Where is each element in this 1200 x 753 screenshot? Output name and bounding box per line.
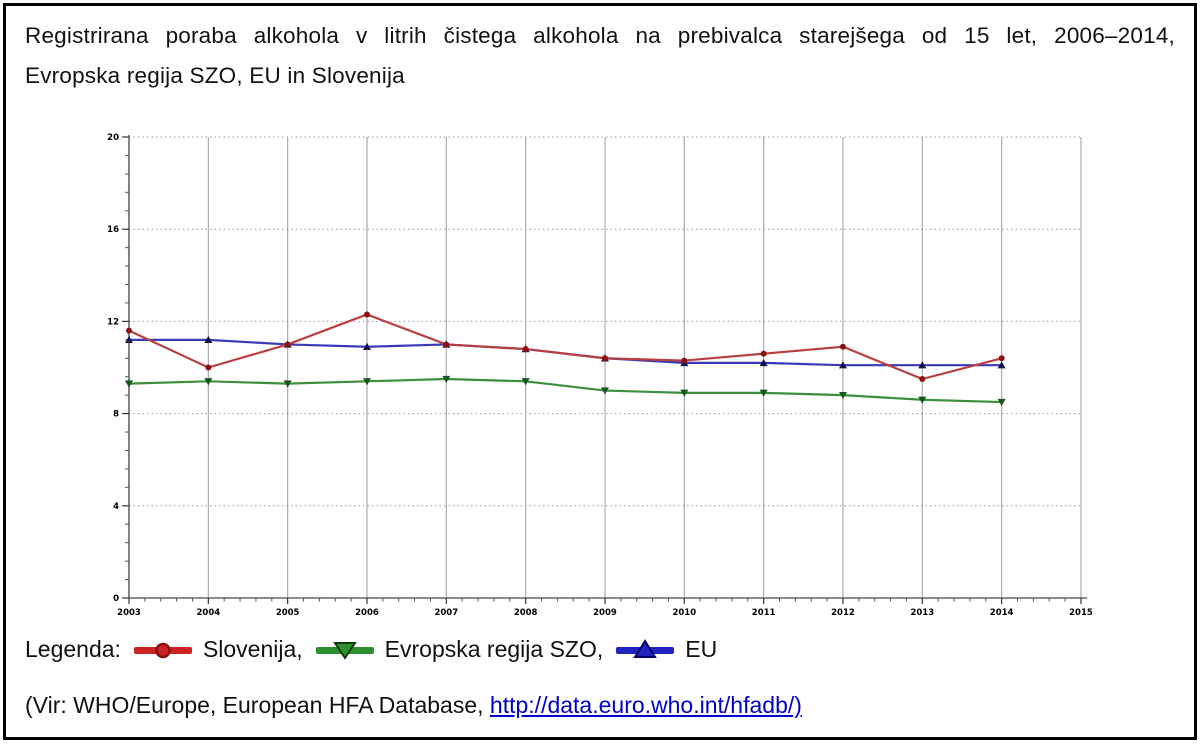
legend-item-label: EU xyxy=(685,636,718,662)
title-line-1: Registrirana poraba alkohola v litrih či… xyxy=(25,23,1175,48)
svg-text:2007: 2007 xyxy=(434,608,458,618)
legend-swatch-eu xyxy=(616,638,675,658)
legend-item-label: Evropska regija SZO, xyxy=(384,636,604,662)
svg-text:2013: 2013 xyxy=(910,608,934,618)
title-line-2: Evropska regija SZO, EU in Slovenija xyxy=(25,63,405,88)
svg-text:2008: 2008 xyxy=(514,608,538,618)
legend-item-label: Slovenija, xyxy=(202,636,303,662)
circle-marker-icon xyxy=(155,642,171,658)
legend-item-eu: EU xyxy=(614,636,717,663)
svg-text:2006: 2006 xyxy=(355,608,379,618)
source-link[interactable]: http://data.euro.who.int/hfadb/) xyxy=(489,692,802,718)
document-title: Registrirana poraba alkohola v litrih či… xyxy=(25,16,1175,96)
legend-item-evropska-regija-szo: Evropska regija SZO, xyxy=(314,636,604,663)
svg-text:2015: 2015 xyxy=(1069,608,1093,618)
source-line: (Vir: WHO/Europe, European HFA Database,… xyxy=(25,692,802,719)
svg-text:2009: 2009 xyxy=(593,608,617,618)
svg-text:2011: 2011 xyxy=(752,608,776,618)
svg-text:4: 4 xyxy=(113,502,119,512)
document-page: Registrirana poraba alkohola v litrih či… xyxy=(3,3,1197,740)
legend-swatch-evropska-regija-szo xyxy=(315,641,374,660)
triangle-down-marker-icon xyxy=(332,641,357,660)
svg-text:12: 12 xyxy=(107,317,119,327)
svg-text:8: 8 xyxy=(113,410,119,420)
line-chart: 0 4 8 12 16 20 2003 2004 2005 2006 2007 2008 2009 201… xyxy=(107,133,1093,618)
legend-item-slovenija: Slovenija, xyxy=(132,636,303,663)
chart-area: 0 4 8 12 16 20 2003 2004 2005 2006 2007 2008 2009 201… xyxy=(80,115,1120,627)
svg-text:2012: 2012 xyxy=(831,608,855,618)
svg-text:20: 20 xyxy=(107,133,119,143)
svg-text:2003: 2003 xyxy=(117,608,141,618)
svg-text:2004: 2004 xyxy=(196,608,220,618)
legend-swatch-slovenija xyxy=(133,642,192,658)
svg-text:0: 0 xyxy=(113,594,119,604)
svg-text:2005: 2005 xyxy=(276,608,300,618)
legend-label: Legenda: xyxy=(25,636,121,662)
source-text: (Vir: WHO/Europe, European HFA Database, xyxy=(25,692,490,718)
svg-text:16: 16 xyxy=(107,225,119,235)
svg-text:2010: 2010 xyxy=(672,608,696,618)
triangle-up-marker-icon xyxy=(633,638,658,658)
svg-text:2014: 2014 xyxy=(990,608,1014,618)
chart-legend: Legenda: Slovenija, Evropska regija SZO,… xyxy=(25,636,717,663)
